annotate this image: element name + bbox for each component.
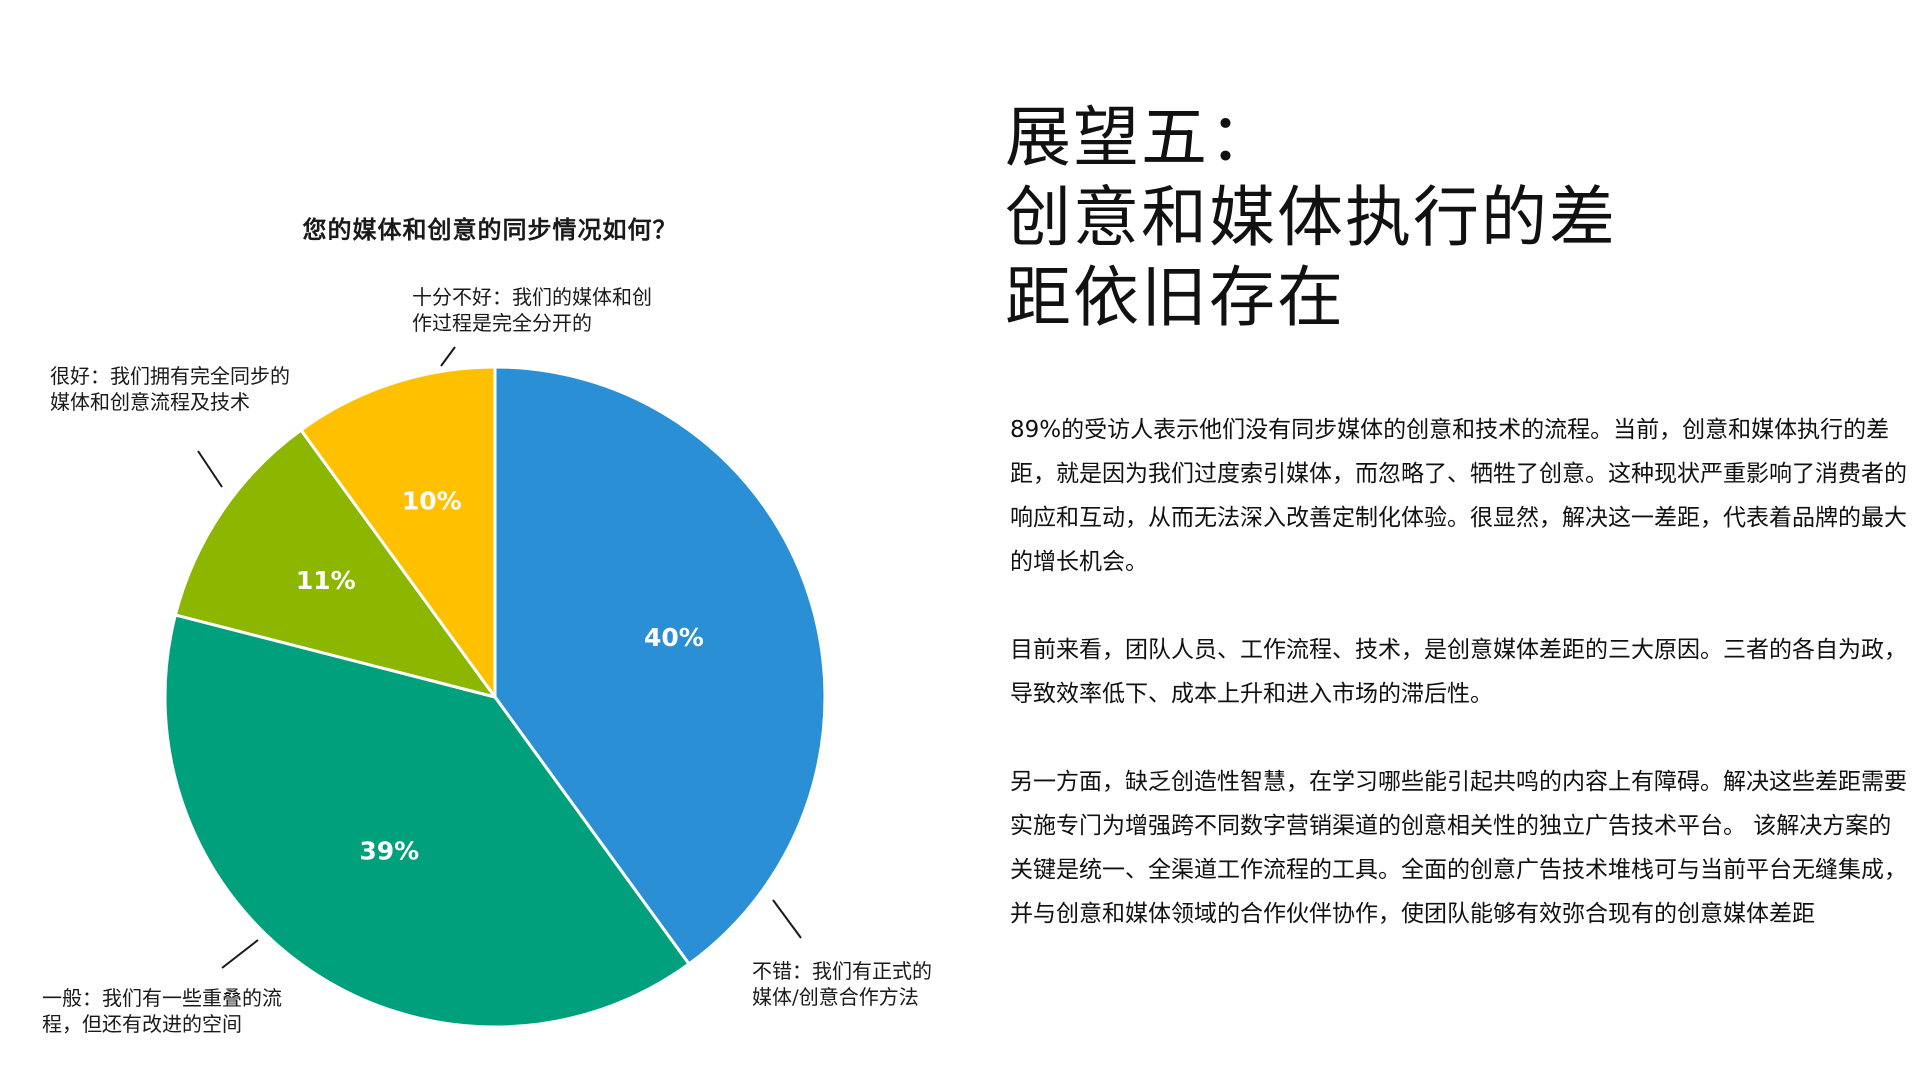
slice-category-label-3: 十分不好：我们的媒体和创 作过程是完全分开的: [412, 284, 652, 336]
section-heading: 展望五： 创意和媒体执行的差 距依旧存在: [1005, 98, 1885, 338]
slice-category-label-3-line-2: 作过程是完全分开的: [412, 311, 592, 335]
pie-slice-1: [163, 613, 692, 1029]
section-heading-line-3: 距依旧存在: [1005, 259, 1345, 336]
slice-category-label-1-line-1: 一般：我们有一些重叠的流: [42, 986, 282, 1010]
body-paragraph-1: 89%的受访人表示他们没有同步媒体的创意和技术的流程。当前，创意和媒体执行的差距…: [1010, 417, 1907, 575]
pie-chart: 40% 39% 11% 10%: [163, 346, 827, 1029]
section-heading-line-2: 创意和媒体执行的差: [1005, 179, 1617, 256]
slice-category-label-0: 不错：我们有正式的 媒体/创意合作方法: [752, 958, 932, 1010]
leader-line-0: [772, 899, 802, 939]
slice-category-label-1-line-2: 程，但还有改进的空间: [42, 1012, 242, 1036]
slice-value-label-3: 10%: [402, 486, 462, 515]
leader-line-2: [197, 450, 223, 488]
chart-title: 您的媒体和创意的同步情况如何？: [302, 215, 678, 244]
pie-slice-3: [298, 365, 497, 702]
slice-category-label-1: 一般：我们有一些重叠的流 程，但还有改进的空间: [42, 985, 282, 1037]
slice-value-label-0: 40%: [644, 623, 704, 652]
slice-category-label-2: 很好：我们拥有完全同步的 媒体和创意流程及技术: [50, 363, 290, 415]
leader-lines: [197, 346, 802, 969]
slice-value-label-2: 11%: [296, 566, 356, 595]
slice-category-label-2-line-2: 媒体和创意流程及技术: [50, 390, 250, 414]
pie-slices: [163, 365, 827, 1029]
pie-slice-0: [493, 365, 827, 967]
slice-value-label-1: 39%: [359, 837, 419, 866]
body-paragraph-2: 目前来看，团队人员、工作流程、技术，是创意媒体差距的三大原因。三者的各自为政，导…: [1010, 637, 1907, 707]
section-heading-line-1: 展望五：: [1005, 99, 1277, 176]
leader-line-3: [440, 346, 456, 367]
slice-value-labels: 40% 39% 11% 10%: [296, 486, 704, 865]
slice-category-label-0-line-2: 媒体/创意合作方法: [752, 985, 919, 1009]
body-paragraph-3: 另一方面，缺乏创造性智慧，在学习哪些能引起共鸣的内容上有障碍。解决这些差距需要实…: [1010, 769, 1907, 927]
slice-category-label-3-line-1: 十分不好：我们的媒体和创: [412, 285, 652, 309]
body-text: 89%的受访人表示他们没有同步媒体的创意和技术的流程。当前，创意和媒体执行的差距…: [1010, 408, 1910, 936]
slice-category-label-2-line-1: 很好：我们拥有完全同步的: [50, 364, 290, 388]
slice-category-label-0-line-1: 不错：我们有正式的: [752, 959, 932, 983]
leader-line-1: [221, 939, 259, 969]
pie-slice-2: [173, 427, 499, 700]
